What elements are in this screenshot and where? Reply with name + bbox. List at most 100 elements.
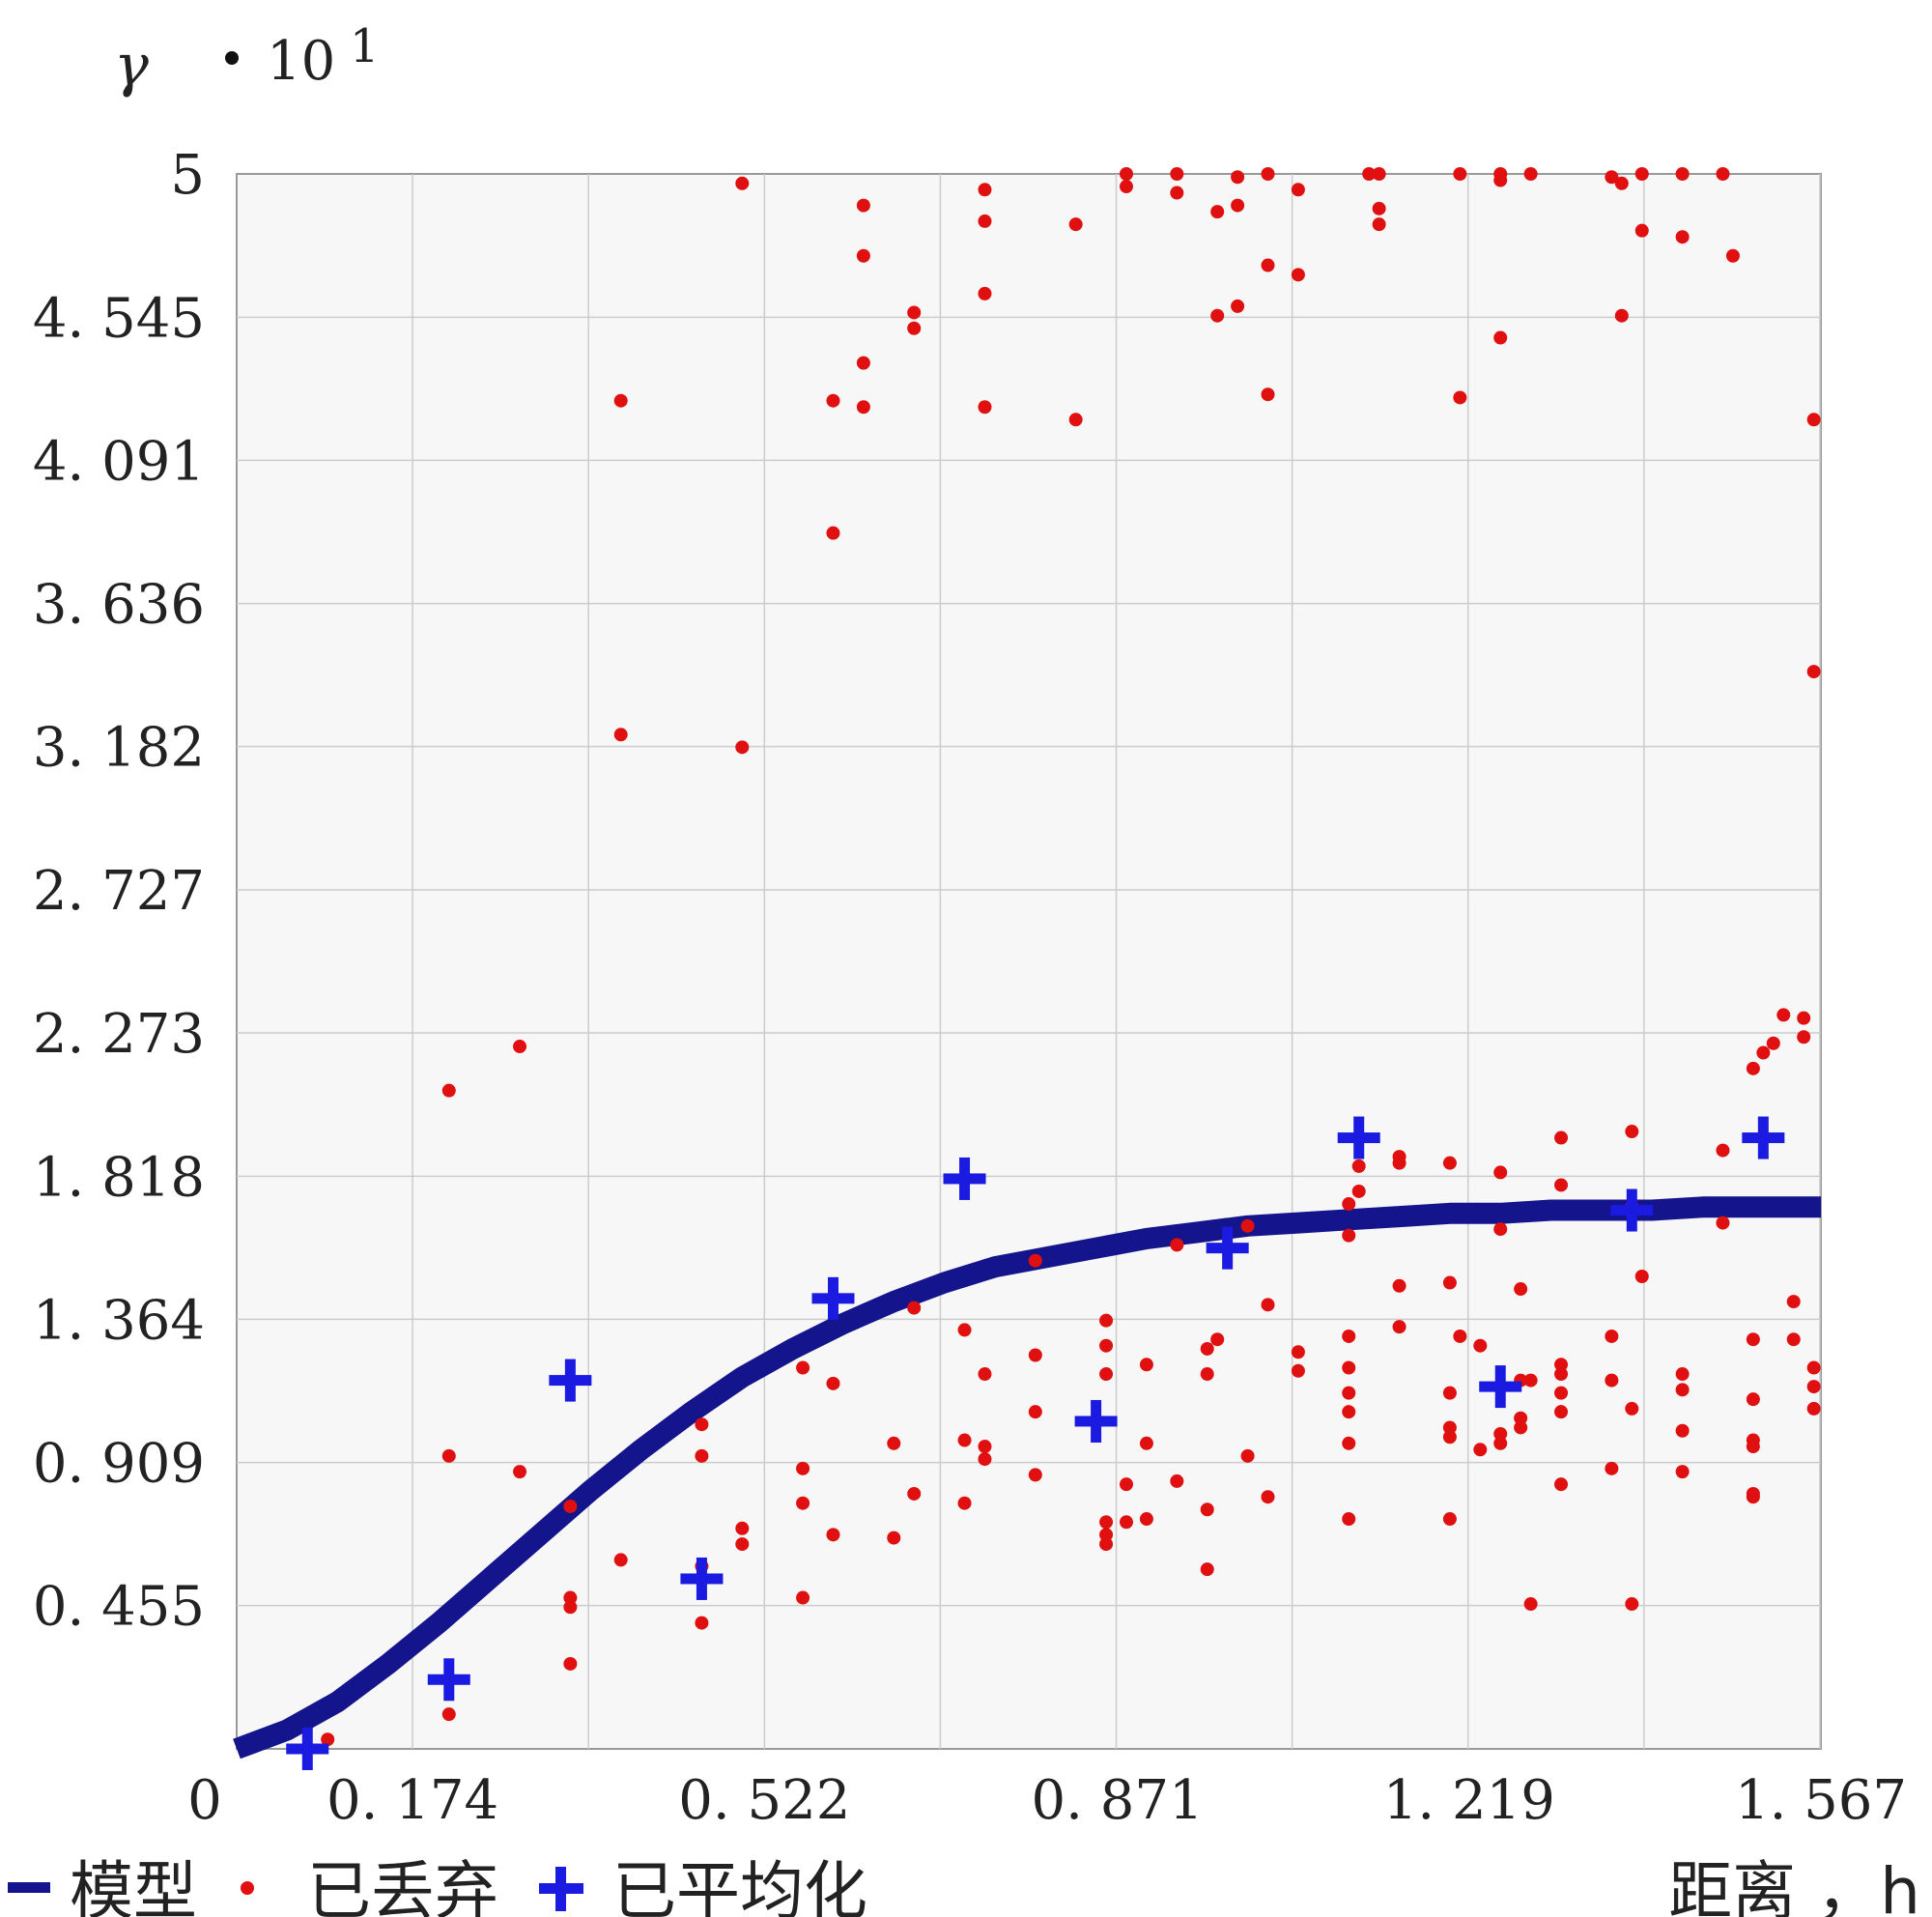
discarded-point	[978, 214, 992, 228]
discarded-point	[1442, 1512, 1457, 1527]
discarded-point	[1200, 1367, 1214, 1382]
discarded-point	[1493, 1222, 1508, 1237]
y-axis-exponent: 1	[350, 19, 380, 73]
discarded-point	[978, 400, 992, 415]
discarded-point	[1342, 1360, 1356, 1375]
discarded-point	[513, 1465, 527, 1479]
discarded-point	[1261, 258, 1275, 272]
discarded-point	[1119, 1515, 1133, 1530]
discarded-point	[1261, 1490, 1275, 1504]
discarded-point	[1806, 1360, 1821, 1375]
discarded-point	[1473, 1443, 1488, 1457]
discarded-point	[1554, 1405, 1569, 1419]
discarded-point	[695, 1448, 709, 1463]
discarded-point	[1028, 1348, 1042, 1362]
discarded-point	[1139, 1436, 1153, 1450]
discarded-point	[1210, 1332, 1225, 1347]
discarded-point	[1351, 1159, 1366, 1173]
discarded-point	[441, 1083, 456, 1098]
discarded-point	[1291, 1363, 1305, 1378]
discarded-point	[1099, 1367, 1114, 1382]
discarded-point	[1614, 308, 1629, 323]
x-tick-label: 1. 567	[1735, 1769, 1907, 1832]
discarded-point	[1675, 1423, 1690, 1438]
discarded-point	[441, 1448, 456, 1463]
discarded-point	[1493, 330, 1508, 345]
discarded-point	[907, 321, 922, 335]
discarded-point	[1099, 1338, 1114, 1353]
discarded-point	[1372, 217, 1386, 232]
y-tick-label: 2. 273	[33, 1003, 205, 1066]
discarded-point	[796, 1461, 810, 1475]
discarded-point	[563, 1656, 578, 1671]
discarded-point	[887, 1436, 901, 1450]
multiply-dot	[225, 51, 239, 65]
y-tick-label: 1. 818	[33, 1146, 205, 1209]
y-axis-symbol: γ	[114, 32, 149, 100]
discarded-point	[1119, 167, 1133, 181]
discarded-point	[1392, 1278, 1406, 1293]
discarded-point	[826, 1528, 840, 1542]
discarded-point	[1614, 176, 1629, 190]
discarded-point	[613, 393, 628, 408]
averaged-point	[680, 1557, 724, 1600]
discarded-point	[907, 305, 922, 320]
discarded-point	[957, 1323, 972, 1337]
x-tick-label: 0. 871	[1032, 1769, 1204, 1832]
discarded-point	[441, 1707, 456, 1722]
discarded-point	[1442, 1156, 1457, 1170]
y-tick-label: 3. 636	[33, 574, 205, 637]
discarded-point	[1523, 167, 1538, 181]
discarded-point	[1119, 180, 1133, 194]
discarded-point	[1634, 167, 1649, 181]
discarded-point	[826, 526, 840, 540]
discarded-point	[1675, 1465, 1690, 1479]
discarded-point	[957, 1496, 972, 1510]
discarded-point	[321, 1732, 335, 1747]
discarded-point	[1261, 167, 1275, 181]
discarded-point	[1342, 1512, 1356, 1527]
discarded-point	[613, 728, 628, 742]
discarded-point	[1099, 1515, 1114, 1530]
discarded-point	[1028, 1253, 1042, 1268]
discarded-point	[1554, 1178, 1569, 1192]
discarded-point	[978, 1452, 992, 1467]
discarded-point	[1453, 1329, 1467, 1343]
discarded-point	[1342, 1228, 1356, 1243]
discarded-point	[1493, 1427, 1508, 1441]
discarded-point	[1675, 1383, 1690, 1397]
discarded-point	[1453, 167, 1467, 181]
legend-averaged-label: 已平均化	[612, 1854, 867, 1917]
discarded-point	[513, 1040, 527, 1054]
discarded-point	[1806, 665, 1821, 679]
discarded-point	[907, 1301, 922, 1315]
discarded-point	[907, 1486, 922, 1501]
discarded-point	[1806, 1401, 1821, 1416]
discarded-point	[1493, 167, 1508, 181]
averaged-point	[286, 1728, 329, 1770]
discarded-point	[1716, 1143, 1730, 1158]
discarded-point	[796, 1360, 810, 1375]
discarded-point	[1028, 1405, 1042, 1419]
discarded-point	[1554, 1477, 1569, 1492]
y-tick-label: 0. 455	[33, 1576, 205, 1639]
discarded-point	[1099, 1528, 1114, 1542]
discarded-point	[1514, 1282, 1528, 1297]
y-axis-ticks: 5 4. 545 4. 091 3. 636 3. 182 2. 727 2. 273 1. …	[33, 144, 205, 1639]
discarded-point	[1716, 1216, 1730, 1230]
discarded-point	[1786, 1295, 1801, 1309]
discarded-point	[1746, 1061, 1760, 1075]
discarded-point	[978, 286, 992, 300]
discarded-point	[1625, 1597, 1639, 1612]
discarded-point	[1351, 1184, 1366, 1198]
discarded-point	[957, 1433, 972, 1447]
plot-area	[236, 173, 1822, 1750]
discarded-point	[1139, 1358, 1153, 1372]
discarded-point	[735, 1537, 750, 1552]
discarded-point	[1766, 1036, 1780, 1050]
discarded-point	[1442, 1275, 1457, 1290]
discarded-point	[735, 1521, 750, 1535]
discarded-point	[1200, 1341, 1214, 1356]
legend-averaged-swatch	[539, 1867, 583, 1911]
discarded-point	[1605, 170, 1619, 185]
